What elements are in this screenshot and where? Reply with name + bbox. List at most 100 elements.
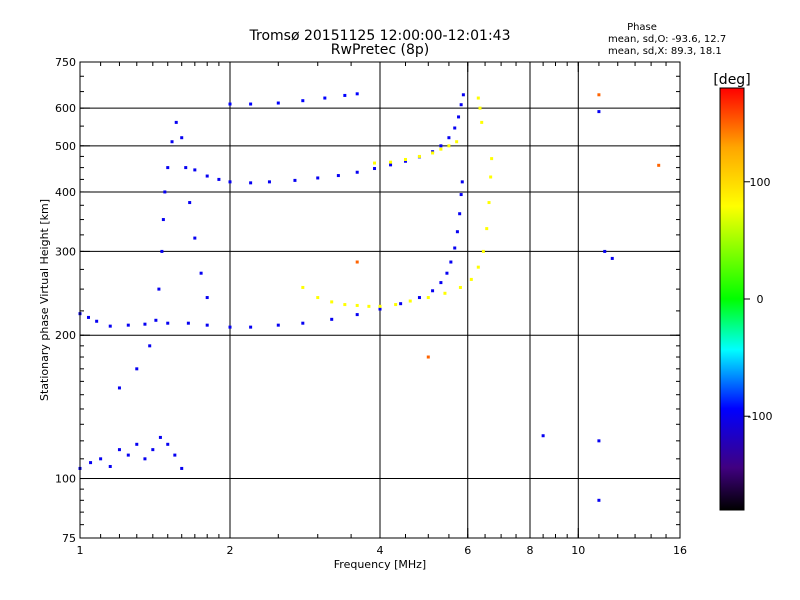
colorbar-tick-label: 0 [757,293,764,306]
echo-point [180,136,184,140]
echo-point [490,157,494,161]
echo-point [389,160,393,164]
echo-point [426,296,430,300]
y-axis-ticks: 75 100 200 300 400 500 600 750 [55,56,680,545]
echo-point [126,453,130,457]
echo-point [485,227,489,231]
echo-point [597,498,601,502]
echo-point [301,285,305,289]
echo-point [399,302,403,306]
echo-point [445,271,449,275]
echo-point [157,287,161,291]
echo-point [293,178,297,182]
echo-point [476,265,480,269]
echo-point [355,170,359,174]
echo-point [426,355,430,359]
x-tick-label: 4 [377,544,384,557]
echo-point [323,96,327,100]
echo-point [460,180,464,184]
echo-point [478,106,482,110]
x-tick-label: 8 [527,544,534,557]
echo-point [389,163,393,167]
chart-subtitle: RwPretec (8p) [331,42,429,58]
echo-point [173,453,177,457]
x-tick-label: 10 [571,544,585,557]
y-axis-label: Stationary phase Virtual Height [km] [38,199,51,401]
echo-point [249,325,253,329]
echo-point [199,271,203,275]
echo-point [148,344,152,348]
x-axis-label: Frequency [MHz] [334,558,426,571]
echo-point [373,161,377,165]
colorbar-tick-label: 100 [750,176,771,189]
echo-point [403,159,407,163]
echo-point [161,218,165,222]
echo-point [355,260,359,264]
echo-point [135,367,139,371]
echo-point [143,457,147,461]
y-tick-label: 100 [55,473,76,486]
echo-point [455,230,459,234]
echo-point [603,249,607,253]
echo-point [459,193,463,197]
echo-points [78,92,661,502]
echo-point [89,461,93,465]
echo-point [355,303,359,307]
echo-point [408,299,412,303]
echo-point [447,136,451,140]
echo-point [151,448,155,452]
echo-point [447,144,451,148]
echo-point [394,303,398,307]
echo-point [108,464,112,468]
echo-point [166,321,170,325]
echo-point [443,291,447,295]
echo-point [489,175,493,179]
echo-point [301,99,305,103]
echo-point [476,96,480,100]
echo-point [163,190,167,194]
echo-point [431,151,435,155]
echo-point [316,176,320,180]
echo-point [249,102,253,106]
echo-point [597,439,601,443]
echo-point [276,323,280,327]
echo-point [108,324,112,328]
echo-point [170,140,174,144]
echo-point [373,167,377,171]
echo-point [481,249,485,253]
echo-point [610,256,614,260]
echo-point [417,154,421,158]
echo-point [439,281,443,285]
echo-point [276,101,280,105]
echo-point [166,166,170,170]
echo-point [417,296,421,300]
echo-point [469,277,473,281]
echo-point [193,236,197,240]
x-tick-label: 16 [673,544,687,557]
echo-point [403,157,407,161]
echo-point [228,180,232,184]
echo-point [458,212,462,216]
echo-point [154,318,158,322]
echo-point [267,180,271,184]
echo-point [597,93,601,97]
echo-point [355,313,359,317]
echo-point [249,181,253,185]
echo-point [457,115,461,119]
echo-point [95,319,99,323]
echo-point [449,260,453,264]
echo-point [205,174,209,178]
echo-point [193,168,197,172]
phase-note-heading: Phase [627,22,657,33]
y-tick-label: 600 [55,102,76,115]
echo-point [186,321,190,325]
echo-point [117,448,121,452]
echo-point [378,307,382,311]
y-tick-label: 750 [55,56,76,69]
grid-lines [80,62,680,538]
echo-point [458,285,462,289]
echo-point [228,102,232,106]
echo-point [205,323,209,327]
echo-point [174,120,178,124]
